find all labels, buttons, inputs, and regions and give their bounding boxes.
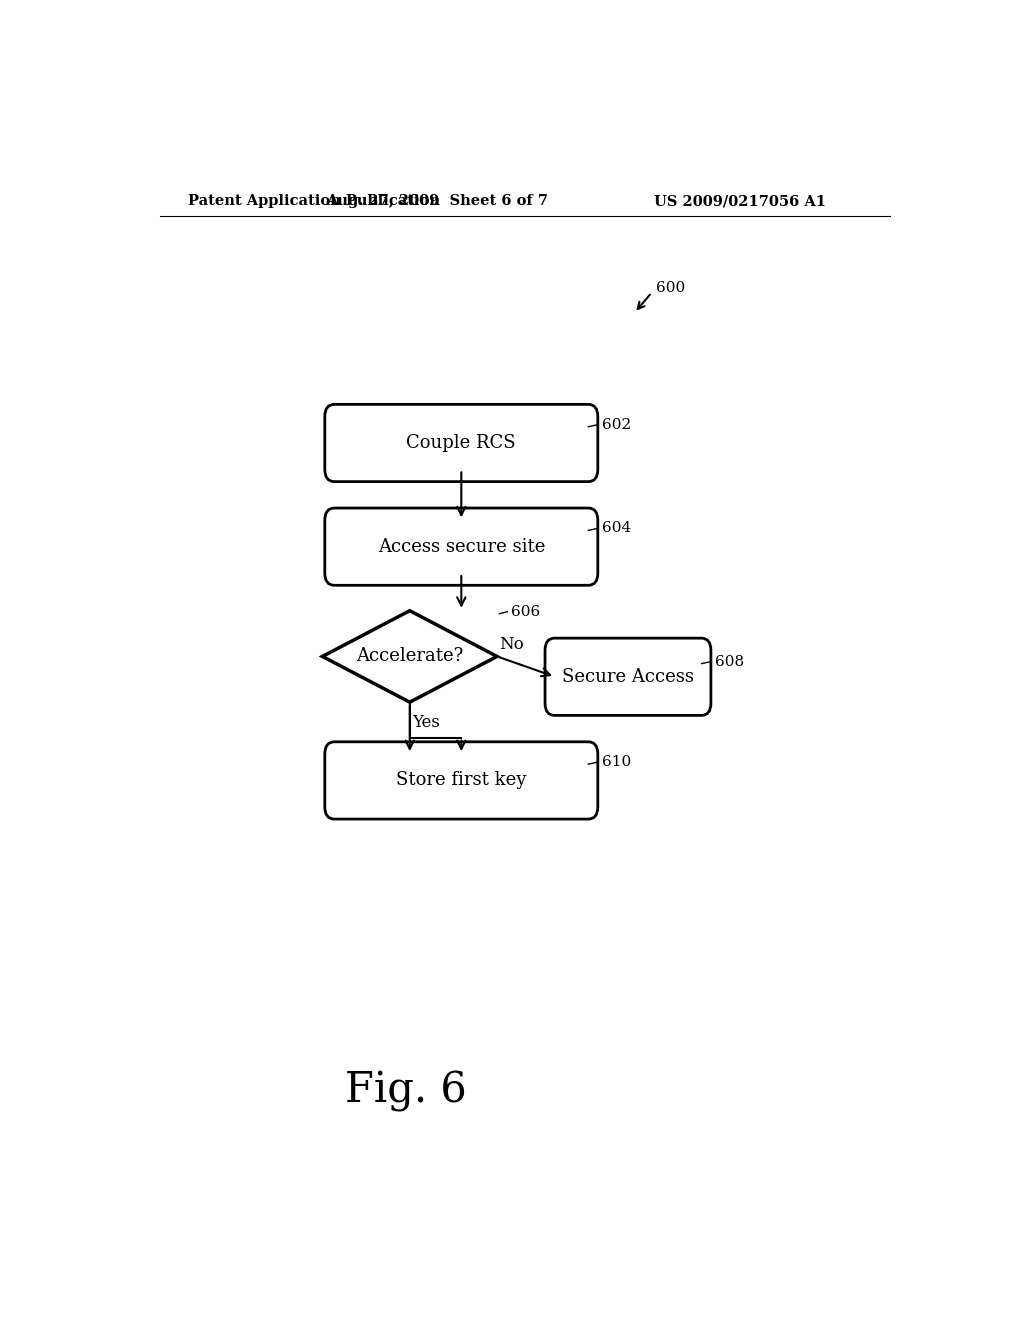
Text: Accelerate?: Accelerate? [356,647,463,665]
Text: Fig. 6: Fig. 6 [345,1071,467,1113]
Text: 602: 602 [602,417,631,432]
Text: Yes: Yes [412,714,440,731]
Text: Store first key: Store first key [396,771,526,789]
Text: 610: 610 [602,755,631,770]
Polygon shape [323,611,497,702]
Text: US 2009/0217056 A1: US 2009/0217056 A1 [654,194,826,209]
Text: Patent Application Publication: Patent Application Publication [187,194,439,209]
FancyBboxPatch shape [545,638,711,715]
FancyBboxPatch shape [325,742,598,818]
Text: 604: 604 [602,521,631,536]
Text: Aug. 27, 2009  Sheet 6 of 7: Aug. 27, 2009 Sheet 6 of 7 [327,194,549,209]
Text: 606: 606 [511,605,541,619]
Text: Couple RCS: Couple RCS [407,434,516,451]
Text: Secure Access: Secure Access [562,668,694,686]
Text: Access secure site: Access secure site [378,537,545,556]
FancyBboxPatch shape [325,404,598,482]
Text: 600: 600 [655,281,685,296]
FancyBboxPatch shape [325,508,598,585]
Text: No: No [500,636,524,652]
Text: 608: 608 [715,655,744,668]
